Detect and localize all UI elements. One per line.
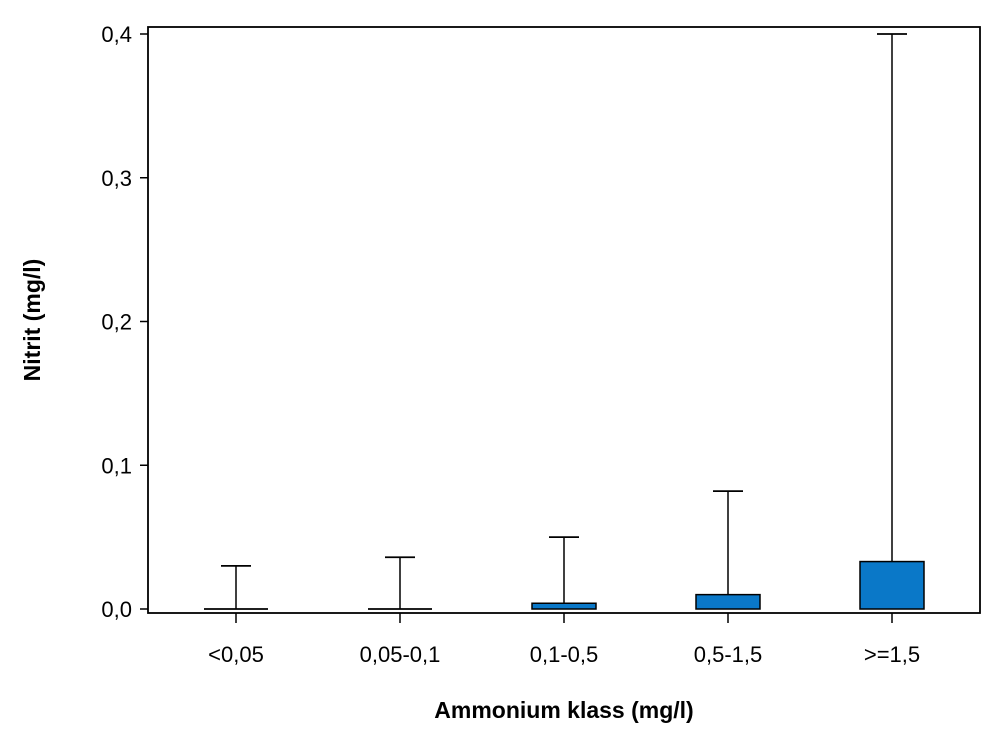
x-tick-label: >=1,5 <box>864 642 920 667</box>
plot-area-frame <box>147 26 981 614</box>
box <box>859 560 925 610</box>
box <box>531 602 597 610</box>
boxes <box>204 33 925 610</box>
y-axis: 0,0 0,1 0,2 0,3 0,4 <box>101 22 148 622</box>
y-tick-label: 0,3 <box>101 166 132 191</box>
x-tick-label: 0,5-1,5 <box>694 642 763 667</box>
x-axis-label: Ammonium klass (mg/l) <box>434 697 693 723</box>
y-axis-label: Nitrit (mg/l) <box>19 259 45 382</box>
y-tick-label: 0,1 <box>101 453 132 478</box>
y-tick-label: 0,2 <box>101 310 132 335</box>
y-tick-label: 0,4 <box>101 22 132 47</box>
y-tick-label: 0,0 <box>101 597 132 622</box>
x-tick-label: <0,05 <box>208 642 264 667</box>
x-axis: <0,05 0,05-0,1 0,1-0,5 0,5-1,5 >=1,5 <box>208 613 920 667</box>
x-tick-label: 0,05-0,1 <box>360 642 441 667</box>
box <box>695 593 761 610</box>
x-tick-label: 0,1-0,5 <box>530 642 599 667</box>
